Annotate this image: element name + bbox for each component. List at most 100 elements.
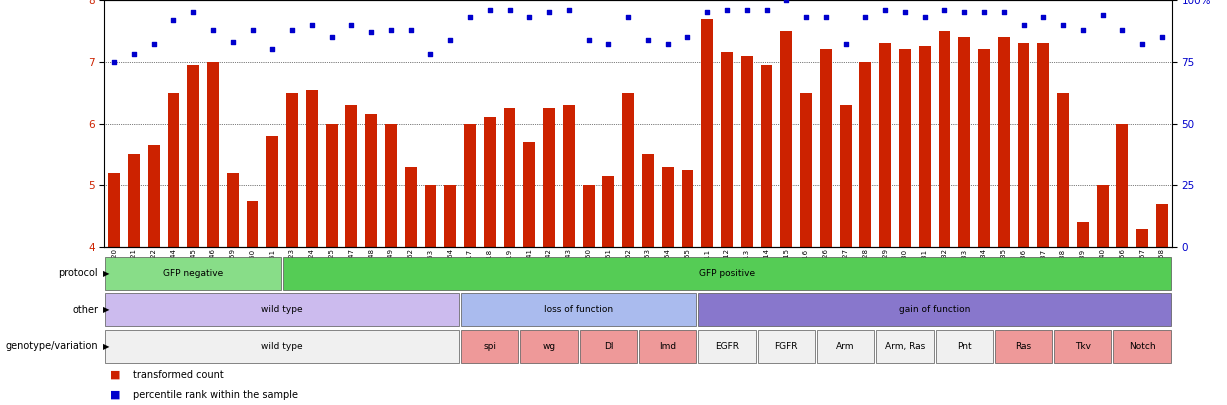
Bar (207, 62, 218, 247)
Point (321, 34, 341, 40)
Bar (108, 173, 120, 247)
Point (855, 14, 875, 21)
Point (124, 51, 144, 58)
Bar (839, 105, 852, 247)
Bar (483, 117, 496, 247)
Bar (899, 49, 910, 247)
Point (796, 14, 816, 21)
Point (737, 6, 757, 13)
Bar (106, 330, 459, 363)
Point (638, 36, 658, 43)
Bar (325, 124, 337, 247)
Bar (859, 62, 871, 247)
Point (1014, 21, 1033, 28)
Point (144, 41, 163, 48)
Text: transformed count: transformed count (133, 370, 223, 379)
Bar (503, 108, 515, 247)
Point (204, 26, 223, 33)
Bar (1077, 222, 1088, 247)
Point (1133, 41, 1152, 48)
Bar (1136, 228, 1148, 247)
Point (401, 26, 421, 33)
Bar (1037, 43, 1049, 247)
Bar (622, 93, 634, 247)
Bar (958, 37, 971, 247)
Bar (702, 19, 713, 247)
Point (460, 14, 480, 21)
Point (382, 26, 401, 33)
Point (1152, 34, 1172, 40)
Bar (880, 43, 891, 247)
Text: protocol: protocol (59, 269, 98, 278)
Bar (579, 330, 637, 363)
Point (1033, 14, 1053, 21)
Bar (405, 167, 417, 247)
Point (243, 26, 263, 33)
Text: ▶: ▶ (103, 269, 109, 278)
Bar (642, 154, 654, 247)
Point (777, 0, 796, 3)
Text: Arm, Ras: Arm, Ras (885, 342, 925, 351)
Point (579, 36, 599, 43)
Point (974, 9, 994, 16)
Text: spi: spi (483, 342, 496, 351)
Text: Pnt: Pnt (957, 342, 972, 351)
Bar (681, 170, 693, 247)
Bar (876, 330, 934, 363)
Bar (524, 142, 535, 247)
Bar (286, 93, 298, 247)
Point (618, 14, 638, 21)
Point (935, 6, 955, 13)
Point (183, 9, 202, 16)
Bar (444, 185, 456, 247)
Bar (800, 93, 812, 247)
Point (519, 14, 539, 21)
Bar (461, 330, 519, 363)
Bar (757, 330, 815, 363)
Point (302, 21, 321, 28)
Bar (461, 293, 697, 326)
Bar (227, 173, 239, 247)
Point (560, 6, 579, 13)
Bar (1156, 204, 1168, 247)
Bar (817, 330, 875, 363)
Point (599, 41, 618, 48)
Text: wild type: wild type (261, 305, 303, 314)
Point (223, 39, 243, 45)
Point (697, 9, 717, 16)
Bar (721, 53, 733, 247)
Bar (995, 330, 1053, 363)
Text: FGFR: FGFR (774, 342, 798, 351)
Text: GFP positive: GFP positive (699, 269, 755, 278)
Bar (266, 136, 279, 247)
Point (440, 36, 460, 43)
Bar (563, 105, 574, 247)
Text: Arm: Arm (837, 342, 855, 351)
Bar (1097, 185, 1108, 247)
Bar (1017, 43, 1029, 247)
Text: ■: ■ (110, 390, 121, 400)
Point (480, 6, 499, 13)
Text: percentile rank within the sample: percentile rank within the sample (133, 390, 297, 400)
Bar (1058, 93, 1069, 247)
Bar (520, 330, 578, 363)
Bar (583, 185, 595, 247)
Point (1113, 26, 1133, 33)
Point (955, 9, 974, 16)
Text: Notch: Notch (1129, 342, 1156, 351)
Bar (998, 37, 1010, 247)
Text: EGFR: EGFR (715, 342, 739, 351)
Point (499, 6, 519, 13)
Point (1072, 26, 1092, 33)
Point (994, 9, 1014, 16)
Text: Imd: Imd (659, 342, 676, 351)
Bar (978, 49, 990, 247)
Point (361, 29, 380, 35)
Text: Tkv: Tkv (1075, 342, 1091, 351)
Bar (425, 185, 437, 247)
Point (816, 14, 836, 21)
Text: other: other (72, 305, 98, 315)
Bar (761, 65, 773, 247)
Bar (106, 257, 281, 290)
Bar (464, 124, 476, 247)
